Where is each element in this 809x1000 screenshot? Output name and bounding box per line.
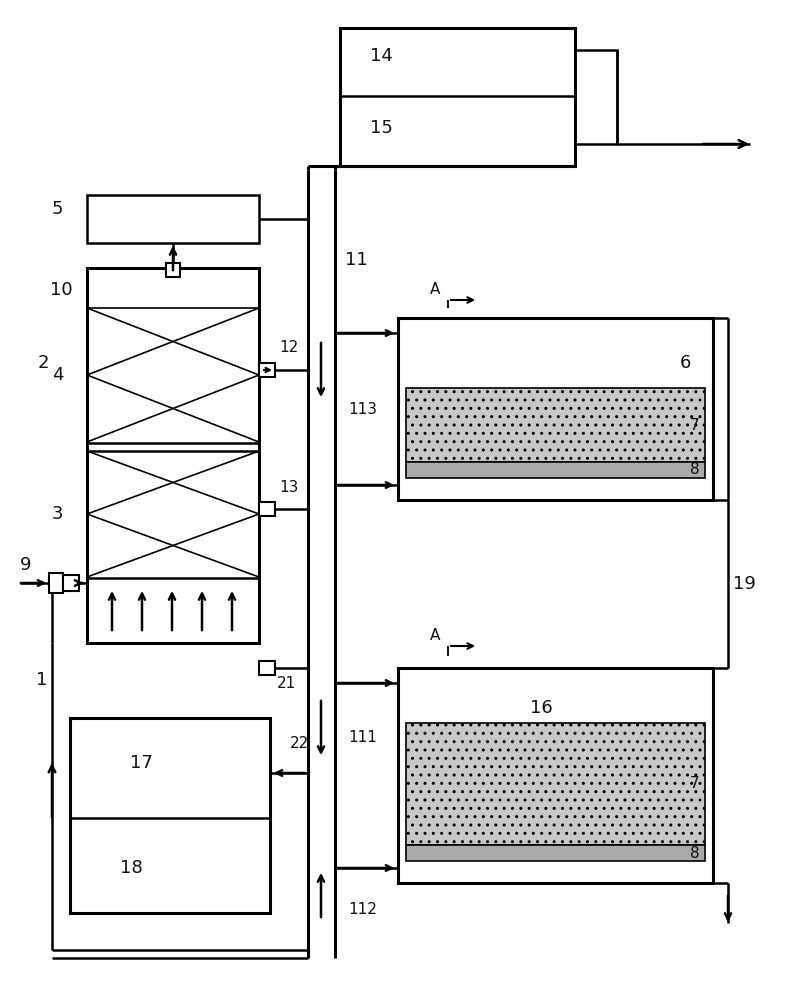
Bar bbox=[406, 723, 705, 845]
Text: 2: 2 bbox=[38, 354, 49, 372]
Text: 13: 13 bbox=[279, 480, 299, 494]
Bar bbox=[87, 195, 259, 243]
Text: 1: 1 bbox=[36, 671, 48, 689]
Bar bbox=[398, 668, 713, 883]
Text: 112: 112 bbox=[348, 902, 377, 918]
Bar bbox=[87, 268, 259, 643]
Bar bbox=[259, 363, 275, 377]
Text: 22: 22 bbox=[290, 736, 309, 750]
Bar bbox=[406, 388, 705, 462]
Bar bbox=[259, 502, 275, 516]
Bar bbox=[575, 50, 617, 144]
Text: 10: 10 bbox=[50, 281, 73, 299]
Bar bbox=[398, 318, 713, 500]
Text: 4: 4 bbox=[52, 366, 63, 384]
Text: 9: 9 bbox=[20, 556, 32, 574]
Text: 15: 15 bbox=[370, 119, 393, 137]
Text: 113: 113 bbox=[348, 402, 377, 418]
Bar bbox=[406, 462, 705, 478]
Bar bbox=[70, 718, 270, 913]
Text: 11: 11 bbox=[345, 251, 368, 269]
Text: 7: 7 bbox=[690, 776, 700, 792]
Text: A: A bbox=[430, 282, 440, 298]
Text: 14: 14 bbox=[370, 47, 393, 65]
Text: 5: 5 bbox=[52, 200, 63, 218]
Text: 17: 17 bbox=[130, 754, 153, 772]
Text: 16: 16 bbox=[530, 699, 553, 717]
Text: A: A bbox=[430, 629, 440, 644]
Bar bbox=[340, 28, 575, 166]
Text: 8: 8 bbox=[690, 846, 700, 860]
Bar bbox=[49, 573, 63, 593]
Text: 7: 7 bbox=[690, 418, 700, 432]
Bar bbox=[166, 263, 180, 277]
Bar bbox=[259, 661, 275, 675]
Text: 18: 18 bbox=[120, 859, 142, 877]
Bar bbox=[406, 845, 705, 861]
Text: 8: 8 bbox=[690, 462, 700, 478]
Text: 111: 111 bbox=[348, 730, 377, 746]
Text: 6: 6 bbox=[680, 354, 692, 372]
Text: 12: 12 bbox=[279, 340, 299, 356]
Text: 3: 3 bbox=[52, 505, 63, 523]
Bar bbox=[63, 575, 79, 591]
Text: 21: 21 bbox=[277, 676, 296, 690]
Text: 19: 19 bbox=[733, 575, 756, 593]
